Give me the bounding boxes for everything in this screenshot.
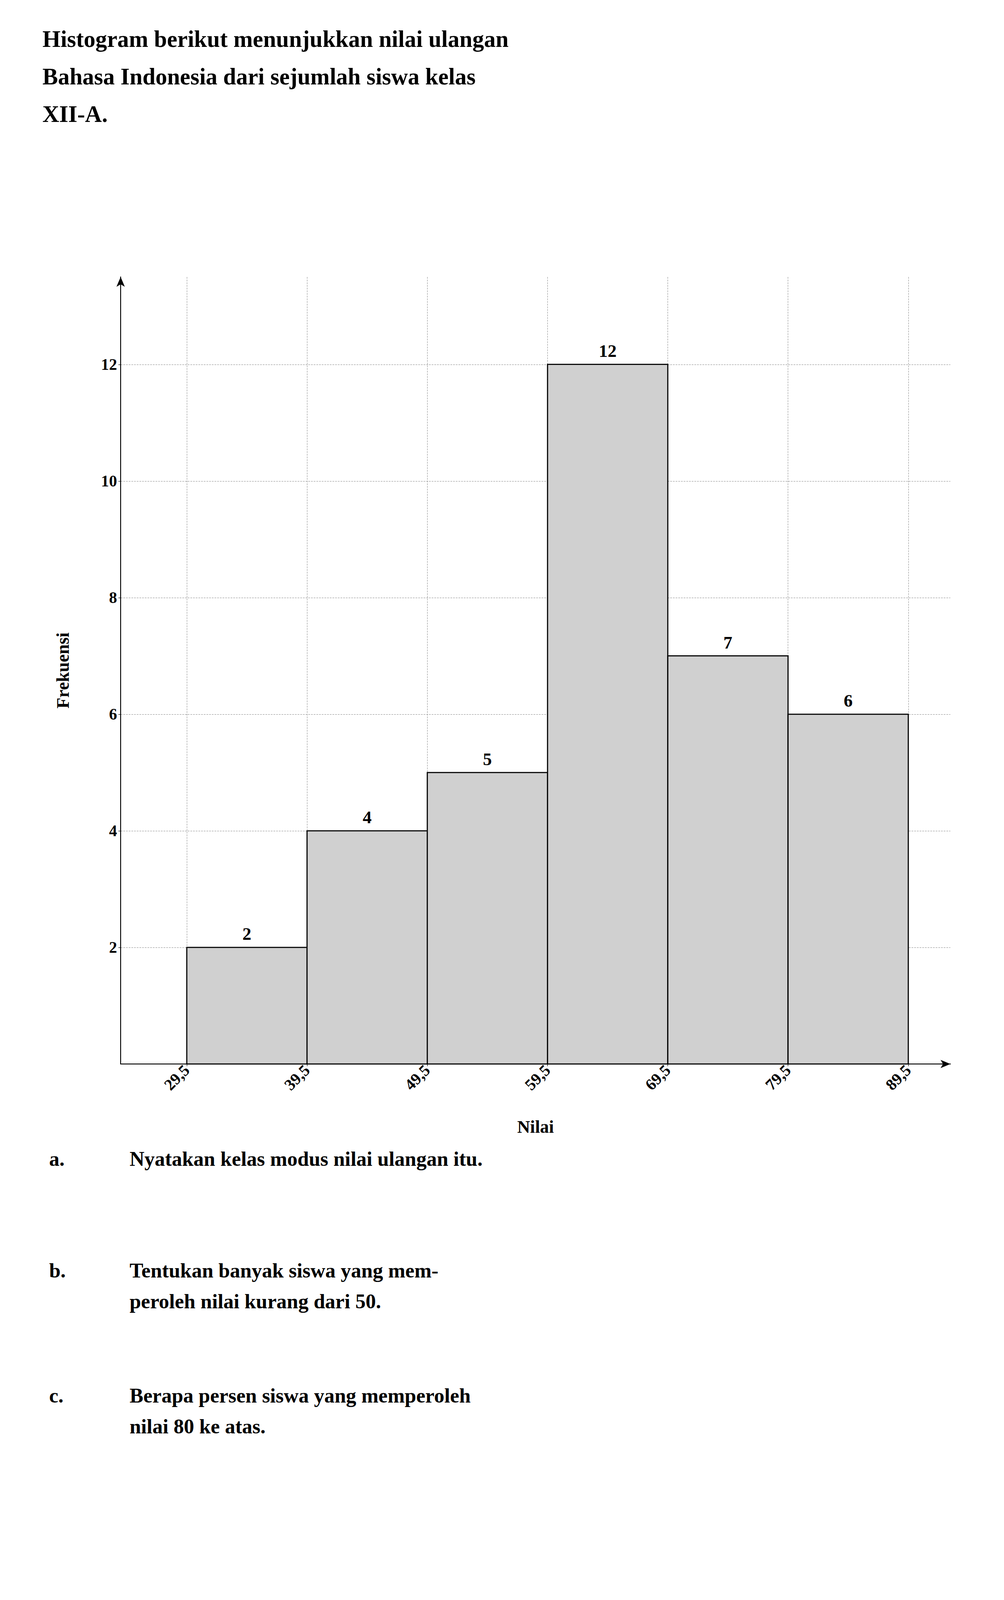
svg-text:89,5: 89,5 <box>882 1061 915 1095</box>
svg-text:69,5: 69,5 <box>641 1061 675 1095</box>
svg-text:Nyatakan kelas modus nilai ula: Nyatakan kelas modus nilai ulangan itu. <box>129 1147 483 1171</box>
svg-text:Bahasa Indonesia dari sejumlah: Bahasa Indonesia dari sejumlah siswa kel… <box>42 63 476 90</box>
svg-text:peroleh nilai kurang dari 50.: peroleh nilai kurang dari 50. <box>129 1290 382 1314</box>
svg-text:29,5: 29,5 <box>160 1061 194 1095</box>
svg-text:Berapa persen siswa yang mempe: Berapa persen siswa yang memperoleh <box>129 1384 471 1408</box>
svg-text:Frekuensi: Frekuensi <box>52 632 73 709</box>
svg-text:Tentukan banyak siswa yang mem: Tentukan banyak siswa yang mem- <box>129 1259 439 1283</box>
svg-text:c.: c. <box>49 1384 64 1408</box>
svg-text:39,5: 39,5 <box>280 1061 314 1095</box>
svg-text:59,5: 59,5 <box>521 1061 555 1095</box>
svg-text:Nilai: Nilai <box>516 1117 554 1138</box>
svg-text:Histogram berikut menunjukkan: Histogram berikut menunjukkan nilai ulan… <box>42 26 509 52</box>
svg-text:5: 5 <box>483 749 492 770</box>
svg-text:nilai 80 ke atas.: nilai 80 ke atas. <box>129 1415 266 1439</box>
svg-text:10: 10 <box>100 472 118 491</box>
svg-text:49,5: 49,5 <box>401 1061 434 1095</box>
svg-text:b.: b. <box>49 1259 66 1283</box>
svg-text:7: 7 <box>723 632 733 653</box>
svg-text:2: 2 <box>109 938 118 957</box>
svg-text:2: 2 <box>242 924 252 945</box>
svg-text:4: 4 <box>109 822 118 841</box>
svg-text:79,5: 79,5 <box>761 1061 795 1095</box>
svg-text:8: 8 <box>109 588 118 607</box>
svg-text:12: 12 <box>598 340 617 362</box>
svg-text:6: 6 <box>843 690 853 711</box>
svg-text:a.: a. <box>49 1147 65 1171</box>
svg-text:4: 4 <box>362 807 372 828</box>
svg-text:XII-A.: XII-A. <box>42 101 108 127</box>
svg-text:6: 6 <box>109 705 118 724</box>
svg-text:12: 12 <box>100 355 118 374</box>
